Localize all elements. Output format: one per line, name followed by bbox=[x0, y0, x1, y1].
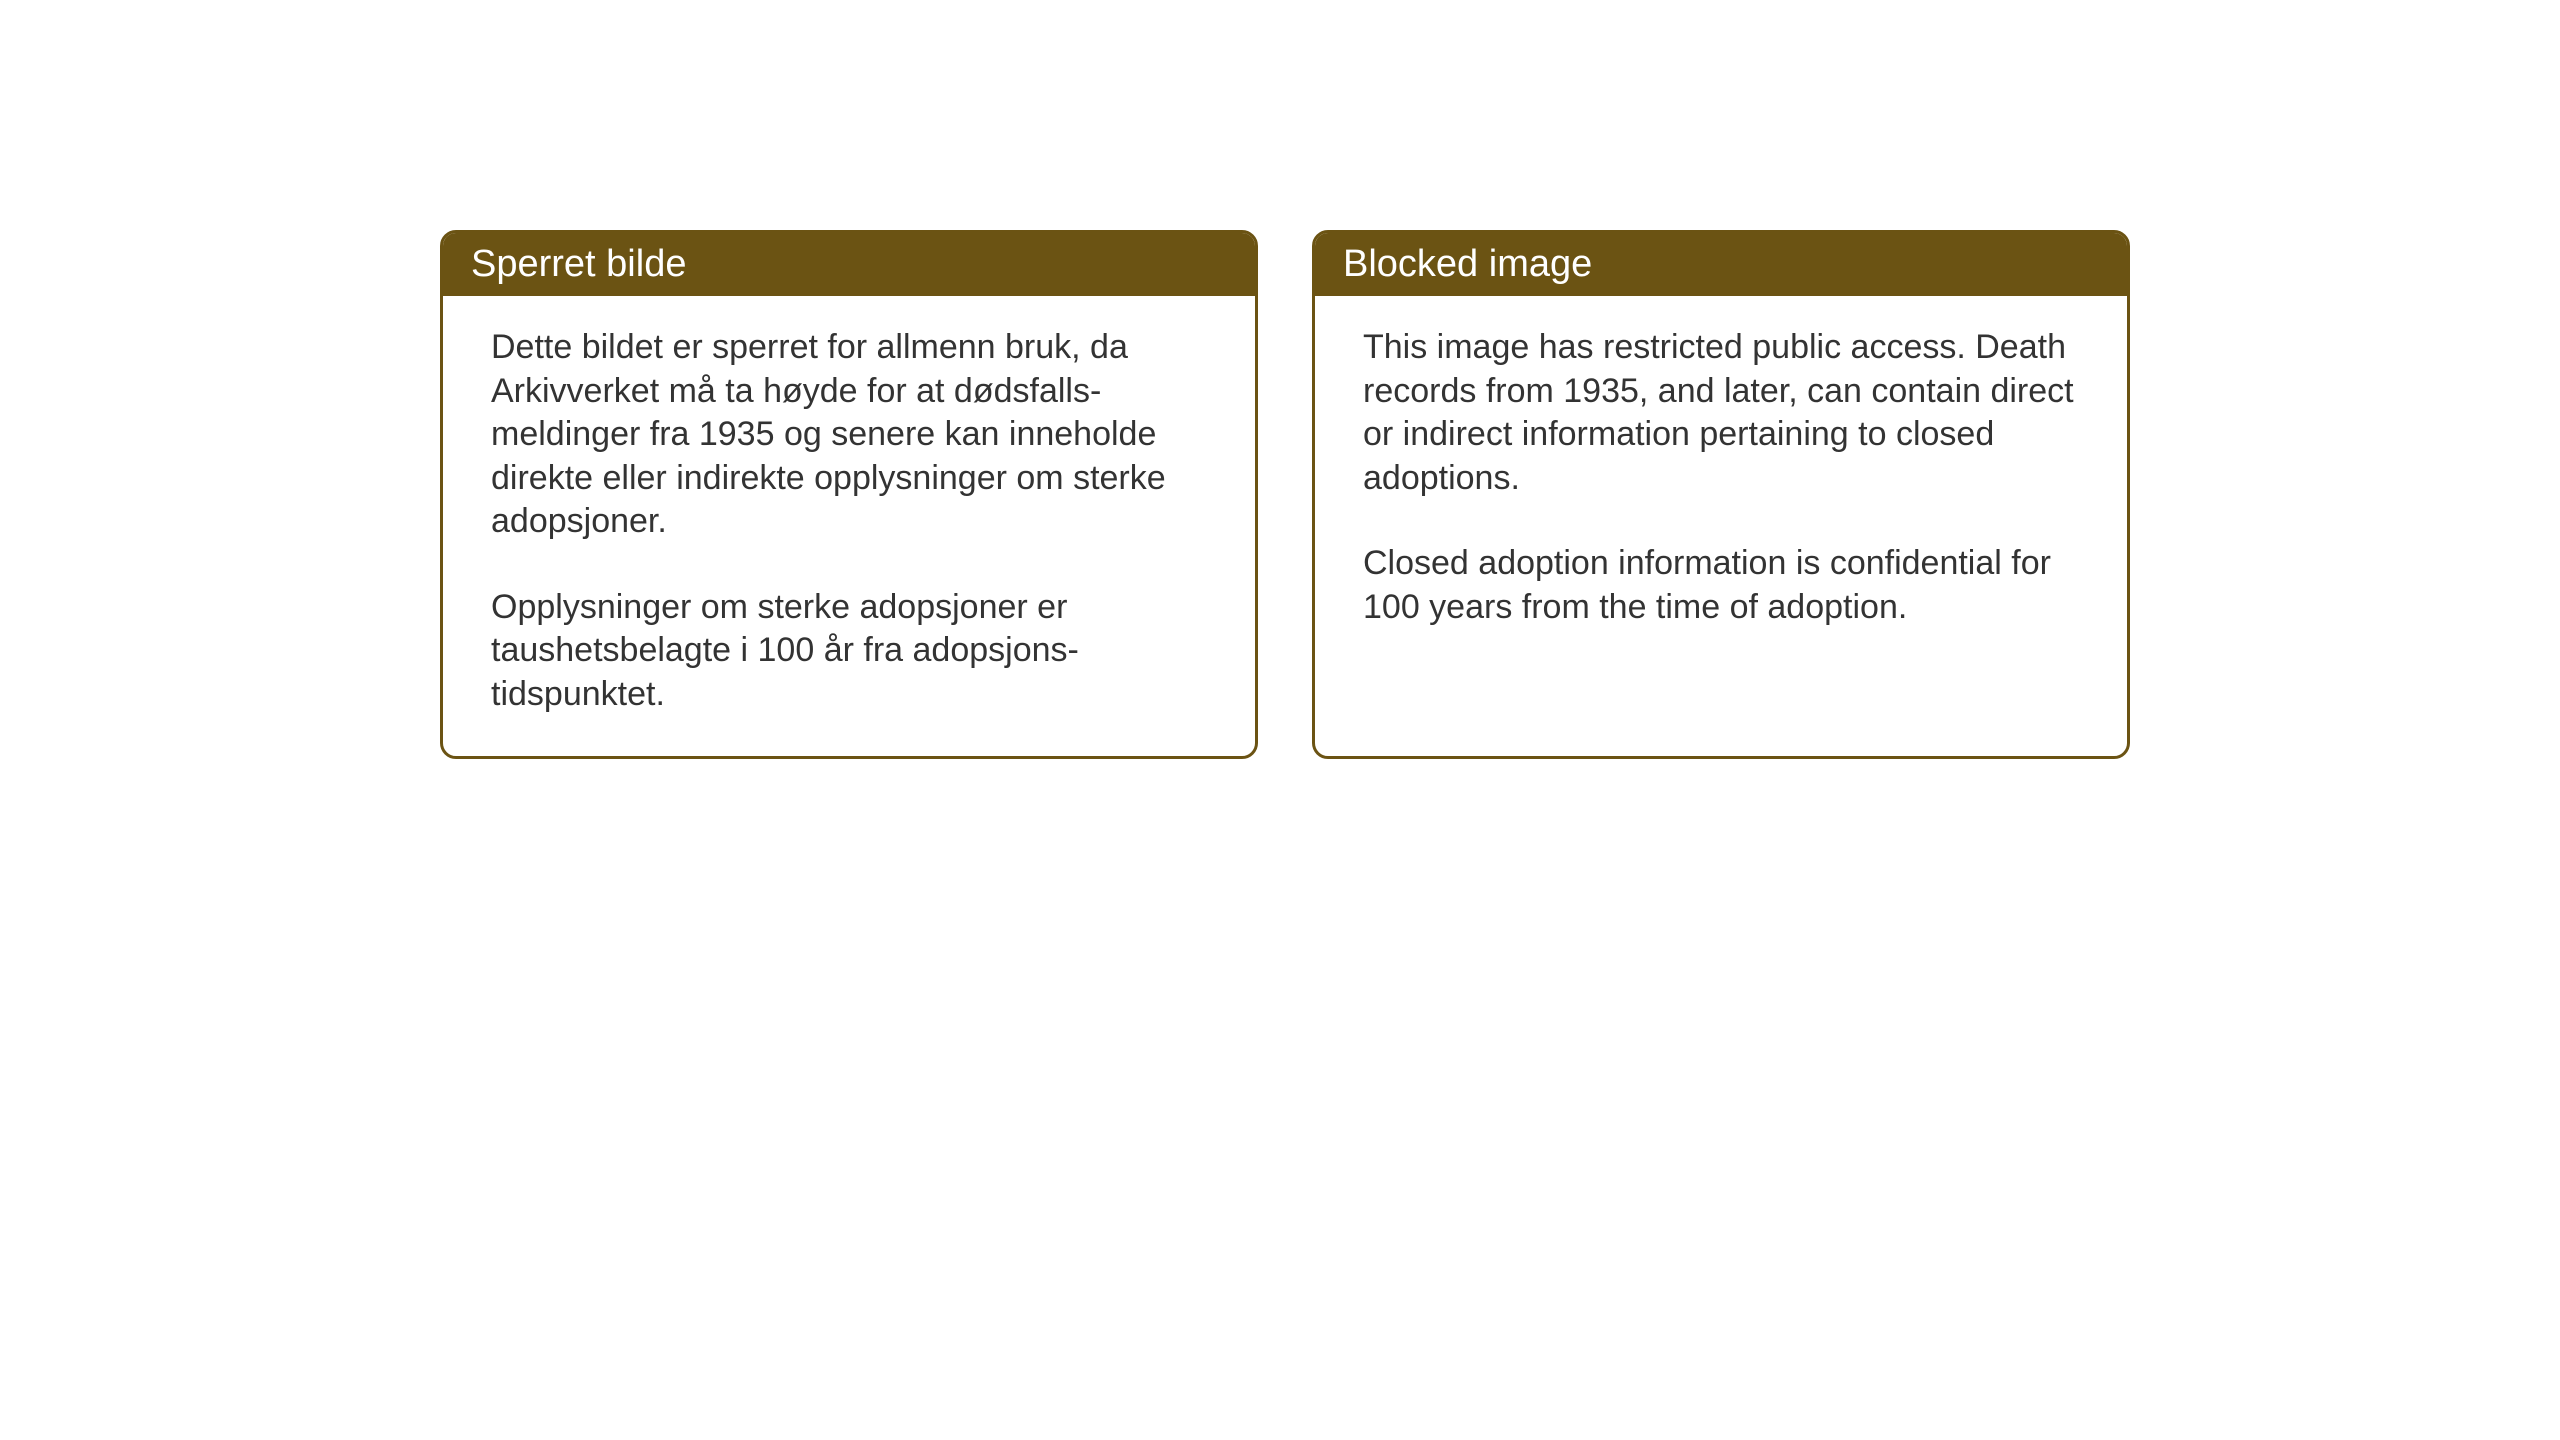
notice-paragraph-1-english: This image has restricted public access.… bbox=[1363, 326, 2079, 500]
notice-paragraph-2-english: Closed adoption information is confident… bbox=[1363, 542, 2079, 629]
notice-header-norwegian: Sperret bilde bbox=[443, 233, 1255, 296]
notice-paragraph-2-norwegian: Opplysninger om sterke adopsjoner er tau… bbox=[491, 586, 1207, 717]
notice-card-english: Blocked image This image has restricted … bbox=[1312, 230, 2130, 759]
notice-card-norwegian: Sperret bilde Dette bildet er sperret fo… bbox=[440, 230, 1258, 759]
notice-title-norwegian: Sperret bilde bbox=[471, 243, 686, 285]
notice-title-english: Blocked image bbox=[1343, 243, 1592, 285]
notice-container: Sperret bilde Dette bildet er sperret fo… bbox=[440, 230, 2130, 759]
notice-paragraph-1-norwegian: Dette bildet er sperret for allmenn bruk… bbox=[491, 326, 1207, 544]
notice-body-english: This image has restricted public access.… bbox=[1315, 296, 2127, 669]
notice-body-norwegian: Dette bildet er sperret for allmenn bruk… bbox=[443, 296, 1255, 756]
notice-header-english: Blocked image bbox=[1315, 233, 2127, 296]
